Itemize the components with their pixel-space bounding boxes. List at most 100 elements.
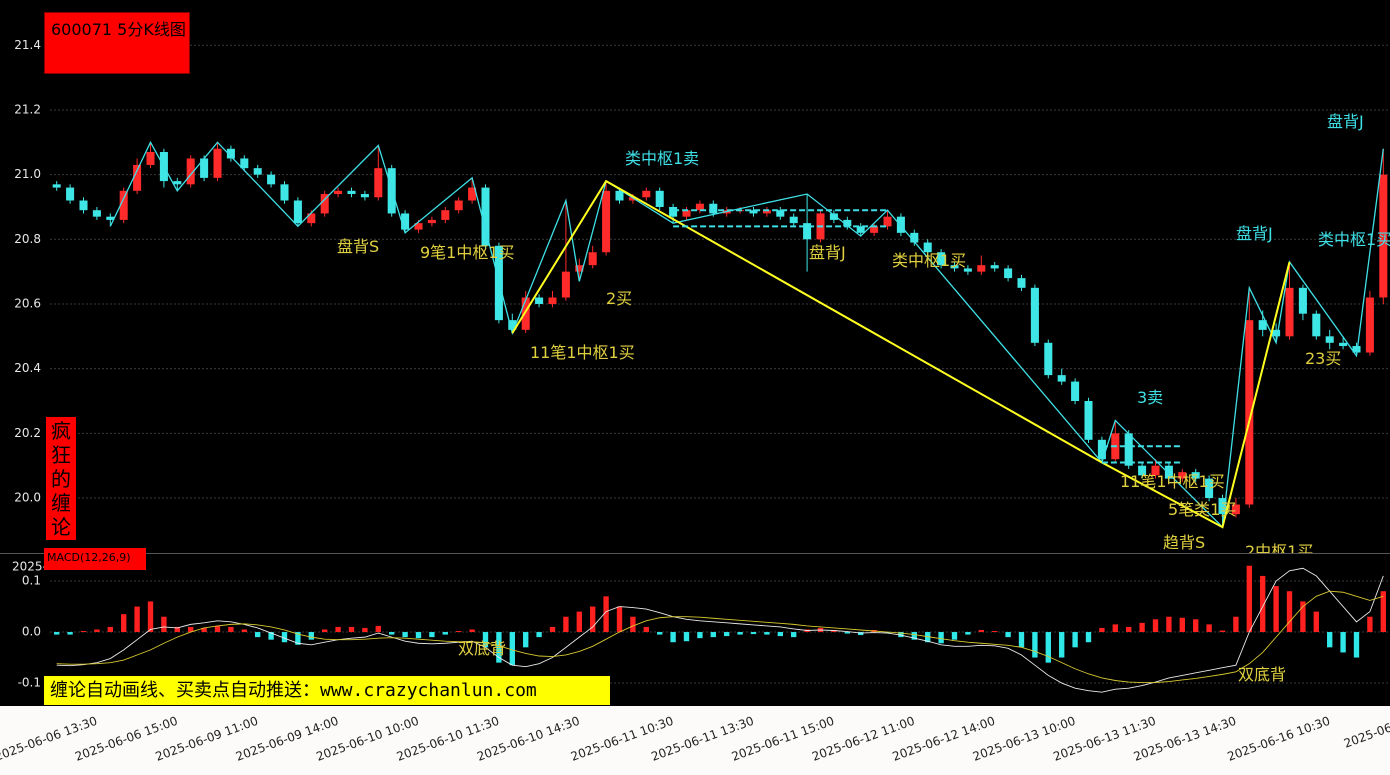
y-tick-label: 21.4 [14,38,41,52]
candle-body [561,271,570,298]
macd-bar [1246,565,1252,633]
macd-bar [1380,591,1386,633]
candle-body [481,187,490,246]
macd-bar [898,632,904,638]
annotation: 类中枢1卖 [625,149,699,168]
candle-body [628,197,637,201]
candle-body [1191,472,1200,479]
macd-bar [1286,591,1293,633]
stroke-line [109,140,1384,529]
candle-body [280,184,289,201]
annotation: 盘背J [1327,112,1364,131]
candle-body [602,190,611,253]
macd-bar [764,632,770,635]
candle-body [414,223,423,230]
candle-body [1017,278,1026,288]
candle-body [1205,478,1214,499]
annotation: 11笔1中枢1买 [530,343,635,362]
candle-body [910,232,919,243]
candle-body [1071,381,1080,402]
macd-bar [375,625,381,633]
macd-bar [1045,632,1051,663]
candle-body [682,210,691,217]
macd-bar [1327,632,1333,648]
annotation: 盘背J [809,243,846,262]
macd-bar [429,632,435,638]
y-tick-label: 20.0 [14,491,41,505]
annotation: 9笔1中枢1买 [420,243,515,262]
macd-bar [241,629,247,633]
candle-body [360,194,369,198]
candle-body [454,200,463,211]
candle-body [146,151,155,165]
macd-bar [335,626,341,633]
candle-body [977,265,986,272]
macd-bar [911,632,917,640]
candle-body [829,213,838,220]
candle-body [253,168,262,175]
annotation: 盘背J [1236,224,1273,243]
candle-body [870,226,879,233]
macd-bar [777,632,783,637]
candle-body [240,158,249,169]
macd-title: MACD(12,26,9) [44,548,146,570]
macd-bar [456,631,462,633]
macd-bar [590,606,596,633]
side-label: 疯狂的缠论 [46,417,76,540]
macd-bar [1072,632,1078,648]
macd-bar [201,627,207,633]
macd-bar [1032,632,1038,658]
candle-body [1151,465,1160,476]
candle-body [1379,174,1388,298]
candle-body [575,265,584,272]
candle-body [1178,472,1187,479]
candle-body [347,190,356,195]
candle-body [1030,287,1039,343]
candle-body [762,210,771,214]
macd-bar [1126,626,1132,633]
macd-bar [549,626,556,633]
macd-bar [389,632,395,635]
macd-bar [308,632,314,640]
candle-body [213,148,222,178]
annotation: 双底背 [458,639,506,658]
macd-bar [1193,619,1199,633]
macd-bar [322,629,328,633]
macd-bar [616,606,623,633]
macd-bar [938,632,944,644]
annotation: 23买 [1305,349,1341,368]
macd-bar [683,632,690,642]
macd-bar [1112,624,1118,633]
candle-body [1258,320,1267,330]
candle-body [1245,320,1254,505]
candle-body [923,242,932,253]
candle-body [92,210,101,217]
candle-body [669,206,678,217]
macd-bar [536,632,542,638]
candle-body [441,210,450,220]
candle-body [1231,504,1240,515]
candle-body [1044,342,1053,376]
candle-body [1312,313,1321,337]
macd-bar [174,626,180,633]
candle-body [226,148,235,159]
macd-bar [1340,632,1346,653]
macd-bar [348,626,355,633]
macd-bar [415,632,422,639]
candle-body [1218,498,1227,515]
macd-bar [121,614,127,633]
macd-bar [1005,632,1011,638]
annotation: 3卖 [1137,388,1163,407]
macd-bar [710,632,716,638]
candle-body [950,265,959,269]
macd-bar [255,632,261,638]
annotation: 双底背 [1238,665,1286,684]
macd-bar [925,632,931,643]
macd-bar [576,611,582,633]
x-tick-label: 2025-06-16 10:30 [1226,714,1332,764]
macd-bar [831,629,837,633]
macd-bar [992,631,998,633]
candle-body [655,190,664,207]
macd-bar [1273,586,1279,633]
macd-bar [134,606,140,633]
